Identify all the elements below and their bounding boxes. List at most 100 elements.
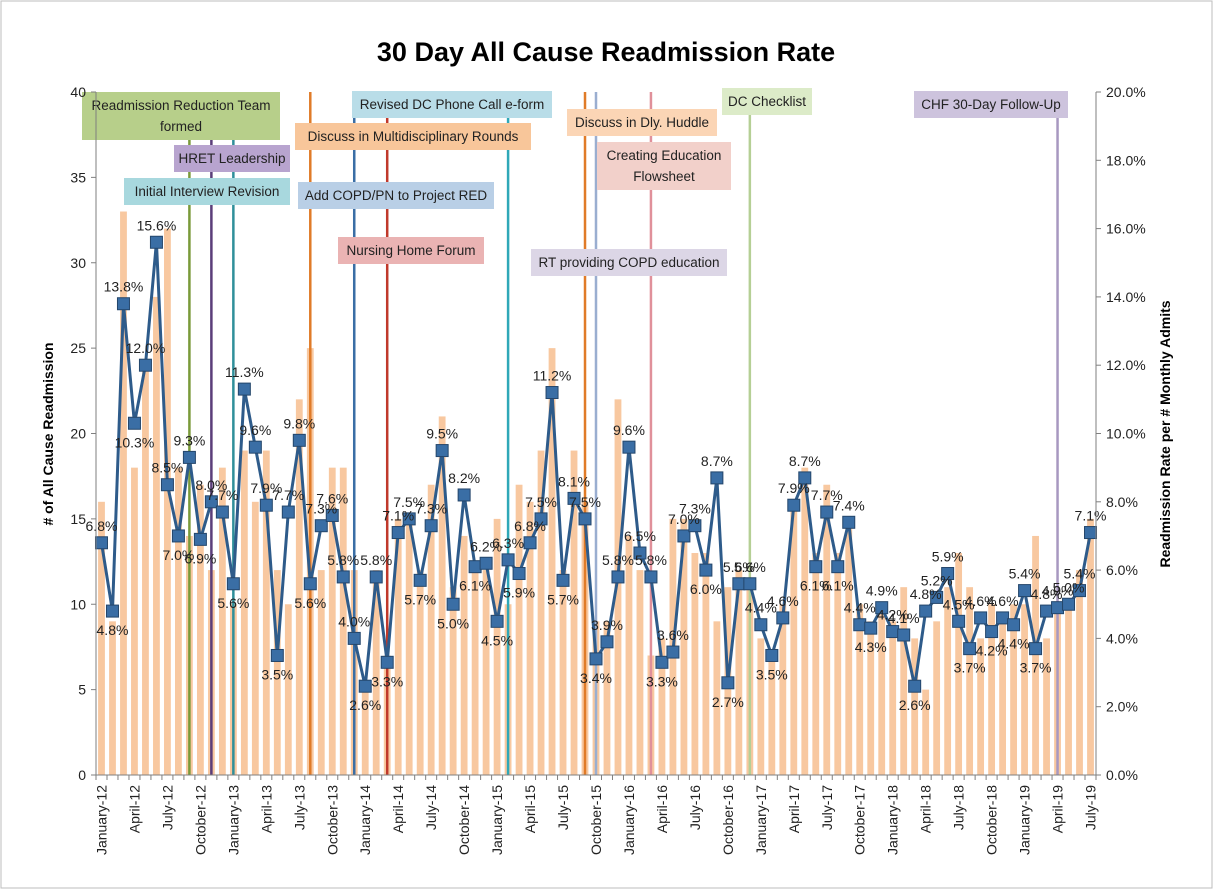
- rate-marker: [996, 611, 1010, 625]
- annotation-label: Readmission Reduction Team: [91, 98, 270, 113]
- rate-marker: [512, 567, 526, 581]
- x-tick-label: April-12: [126, 785, 142, 833]
- rate-marker: [963, 642, 977, 656]
- rate-data-label: 8.7%: [789, 453, 821, 469]
- x-tick-label: January-16: [621, 785, 637, 855]
- chart-title: 30 Day All Cause Readmission Rate: [377, 37, 835, 67]
- bar: [175, 467, 182, 775]
- bar: [559, 570, 567, 775]
- bar: [1032, 535, 1039, 775]
- bar: [273, 570, 281, 775]
- rate-marker: [699, 563, 713, 577]
- bar: [658, 638, 666, 775]
- rate-marker: [622, 440, 636, 454]
- rate-data-label: 5.6%: [294, 595, 326, 611]
- rate-marker: [160, 478, 174, 492]
- rate-data-label: 6.9%: [184, 550, 216, 566]
- rate-data-label: 4.0%: [338, 613, 370, 629]
- rate-marker: [1018, 584, 1032, 598]
- rate-marker: [358, 679, 372, 693]
- rate-marker: [930, 590, 944, 604]
- bar: [131, 467, 138, 775]
- rate-marker: [677, 529, 691, 543]
- bar: [757, 638, 765, 775]
- rate-marker: [325, 508, 339, 522]
- bar: [922, 689, 930, 776]
- annotation-label: formed: [160, 119, 202, 134]
- y-axis-title: # of All Cause Readmission: [40, 342, 56, 525]
- rate-data-label: 6.0%: [690, 581, 722, 597]
- bar: [142, 365, 149, 775]
- bar: [1087, 518, 1094, 776]
- rate-marker: [743, 577, 757, 591]
- annotation-box: [295, 123, 531, 150]
- bar: [164, 228, 171, 776]
- rate-data-label: 11.3%: [225, 364, 264, 380]
- rate-data-label: 9.6%: [613, 422, 645, 438]
- rate-marker: [138, 358, 152, 372]
- x-tick-label: July-19: [1083, 785, 1099, 830]
- rate-data-label: 3.3%: [371, 673, 403, 689]
- rate-marker: [754, 618, 768, 632]
- y2-axis-title: Readmission Rate per # Monthly Admits: [1157, 300, 1173, 567]
- rate-data-label: 4.4%: [844, 600, 876, 616]
- bar: [1021, 604, 1028, 775]
- rate-data-label: 5.7%: [404, 591, 436, 607]
- rate-data-label: 10.3%: [115, 434, 155, 450]
- bar: [845, 518, 853, 776]
- rate-marker: [787, 498, 801, 512]
- rate-marker: [292, 433, 306, 447]
- rate-data-label: 4.2%: [976, 643, 1008, 659]
- rate-marker: [149, 235, 163, 249]
- rate-marker: [611, 570, 625, 584]
- bar: [966, 587, 974, 775]
- rate-data-label: 7.5%: [569, 494, 601, 510]
- rate-data-label: 13.8%: [104, 279, 144, 295]
- y-tick-label: 30: [70, 255, 86, 271]
- rate-data-label: 3.7%: [954, 660, 986, 676]
- bar: [416, 570, 424, 775]
- rate-data-label: 4.6%: [767, 593, 799, 609]
- rate-marker: [204, 495, 218, 509]
- rate-line-layer: [94, 235, 1098, 693]
- x-tick-label: April-14: [390, 785, 406, 833]
- bar: [955, 553, 963, 775]
- rate-data-label: 3.5%: [756, 666, 788, 682]
- bar: [636, 570, 644, 775]
- rate-data-label: 7.0%: [162, 547, 194, 563]
- x-tick-label: January-18: [885, 785, 901, 855]
- x-tick-label: January-15: [489, 785, 505, 855]
- y-tick-label: 15: [70, 511, 86, 527]
- rate-marker: [94, 536, 108, 550]
- rate-marker: [589, 652, 603, 666]
- bar: [911, 638, 919, 775]
- rate-data-label: 4.9%: [1042, 583, 1074, 599]
- rate-marker: [798, 471, 812, 485]
- x-tick-label: July-18: [951, 785, 967, 830]
- rate-data-label: 5.8%: [327, 552, 359, 568]
- bar: [339, 467, 347, 775]
- rate-marker: [1040, 604, 1054, 618]
- rate-data-label: 5.8%: [635, 552, 667, 568]
- rate-marker: [226, 577, 240, 591]
- rate-data-label: 5.9%: [932, 549, 964, 565]
- rate-data-label: 4.8%: [910, 586, 942, 602]
- rate-marker: [237, 382, 251, 396]
- rate-marker: [270, 648, 284, 662]
- rate-data-label: 4.4%: [998, 636, 1030, 652]
- bar: [768, 655, 776, 775]
- rate-data-label: 6.5%: [624, 528, 656, 544]
- bar: [1010, 604, 1017, 775]
- rate-marker: [1051, 601, 1065, 615]
- rate-marker: [1029, 642, 1043, 656]
- x-tick-label: July-16: [687, 785, 703, 830]
- rate-marker: [1073, 584, 1087, 598]
- annotation-label: Add COPD/PN to Project RED: [305, 188, 488, 203]
- rate-marker: [402, 512, 416, 526]
- rate-marker: [1007, 618, 1021, 632]
- rate-data-label: 3.4%: [580, 670, 612, 686]
- bar: [471, 570, 479, 775]
- bar: [625, 535, 633, 775]
- rate-data-label: 8.5%: [151, 460, 183, 476]
